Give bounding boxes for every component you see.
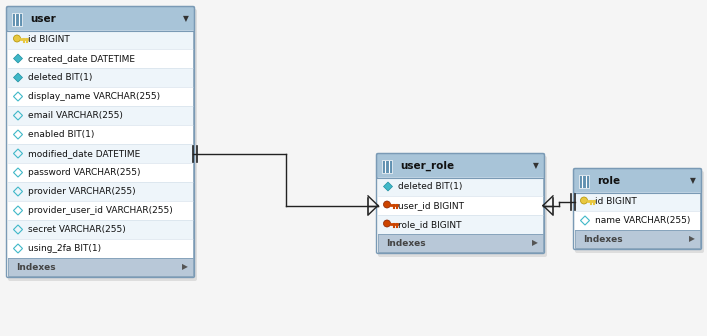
FancyBboxPatch shape [6, 6, 194, 32]
Text: email VARCHAR(255): email VARCHAR(255) [28, 111, 123, 120]
Text: role: role [597, 176, 620, 186]
Polygon shape [13, 54, 23, 63]
Bar [378, 215, 543, 234]
Text: Indexes: Indexes [583, 235, 623, 244]
Text: ▶: ▶ [182, 262, 188, 271]
Bar [8, 106, 193, 125]
Bar [8, 258, 193, 276]
Text: modified_date DATETIME: modified_date DATETIME [28, 149, 140, 158]
Text: id BIGINT: id BIGINT [595, 197, 637, 206]
Bar [579, 174, 589, 187]
Circle shape [383, 220, 390, 227]
Circle shape [383, 201, 390, 208]
FancyBboxPatch shape [573, 168, 701, 194]
Text: Indexes: Indexes [386, 239, 426, 248]
Text: provider VARCHAR(255): provider VARCHAR(255) [28, 187, 136, 196]
Bar [378, 234, 543, 252]
Bar [378, 196, 543, 215]
Bar [382, 160, 392, 172]
Bar [8, 163, 193, 182]
Bar [378, 177, 543, 196]
Text: created_date DATETIME: created_date DATETIME [28, 54, 135, 63]
Circle shape [13, 35, 21, 42]
Bar [8, 220, 193, 239]
Bar [8, 49, 193, 68]
Bar [8, 239, 193, 258]
Text: user: user [30, 14, 56, 24]
Bar [8, 87, 193, 106]
Text: using_2fa BIT(1): using_2fa BIT(1) [28, 244, 101, 253]
FancyBboxPatch shape [378, 156, 547, 257]
Bar [8, 30, 193, 49]
Bar [575, 192, 700, 211]
Bar [12, 12, 22, 26]
Bar [575, 230, 700, 248]
Text: role_id BIGINT: role_id BIGINT [398, 220, 462, 229]
Text: password VARCHAR(255): password VARCHAR(255) [28, 168, 141, 177]
Text: Indexes: Indexes [16, 262, 56, 271]
Bar [8, 182, 193, 201]
Text: name VARCHAR(255): name VARCHAR(255) [595, 216, 690, 225]
Text: id BIGINT: id BIGINT [28, 35, 70, 44]
Polygon shape [383, 182, 392, 191]
Bar [8, 125, 193, 144]
Text: deleted BIT(1): deleted BIT(1) [398, 182, 462, 191]
Text: enabled BIT(1): enabled BIT(1) [28, 130, 94, 139]
Text: user_id BIGINT: user_id BIGINT [398, 201, 464, 210]
Text: user_role: user_role [400, 161, 454, 171]
Text: display_name VARCHAR(255): display_name VARCHAR(255) [28, 92, 160, 101]
Text: provider_user_id VARCHAR(255): provider_user_id VARCHAR(255) [28, 206, 173, 215]
Bar [8, 201, 193, 220]
Text: ▼: ▼ [533, 162, 539, 170]
Text: ▼: ▼ [183, 14, 189, 24]
Bar [8, 144, 193, 163]
Bar [575, 192, 700, 230]
FancyBboxPatch shape [8, 9, 197, 281]
Text: ▼: ▼ [690, 176, 696, 185]
Polygon shape [13, 73, 23, 82]
Bar [575, 211, 700, 230]
Text: ▶: ▶ [532, 239, 538, 248]
Bar [378, 177, 543, 234]
Circle shape [580, 197, 588, 204]
Text: secret VARCHAR(255): secret VARCHAR(255) [28, 225, 126, 234]
Text: ▶: ▶ [689, 235, 695, 244]
Text: deleted BIT(1): deleted BIT(1) [28, 73, 93, 82]
Bar [8, 30, 193, 258]
Bar [8, 68, 193, 87]
FancyBboxPatch shape [575, 171, 704, 253]
FancyBboxPatch shape [377, 154, 544, 178]
